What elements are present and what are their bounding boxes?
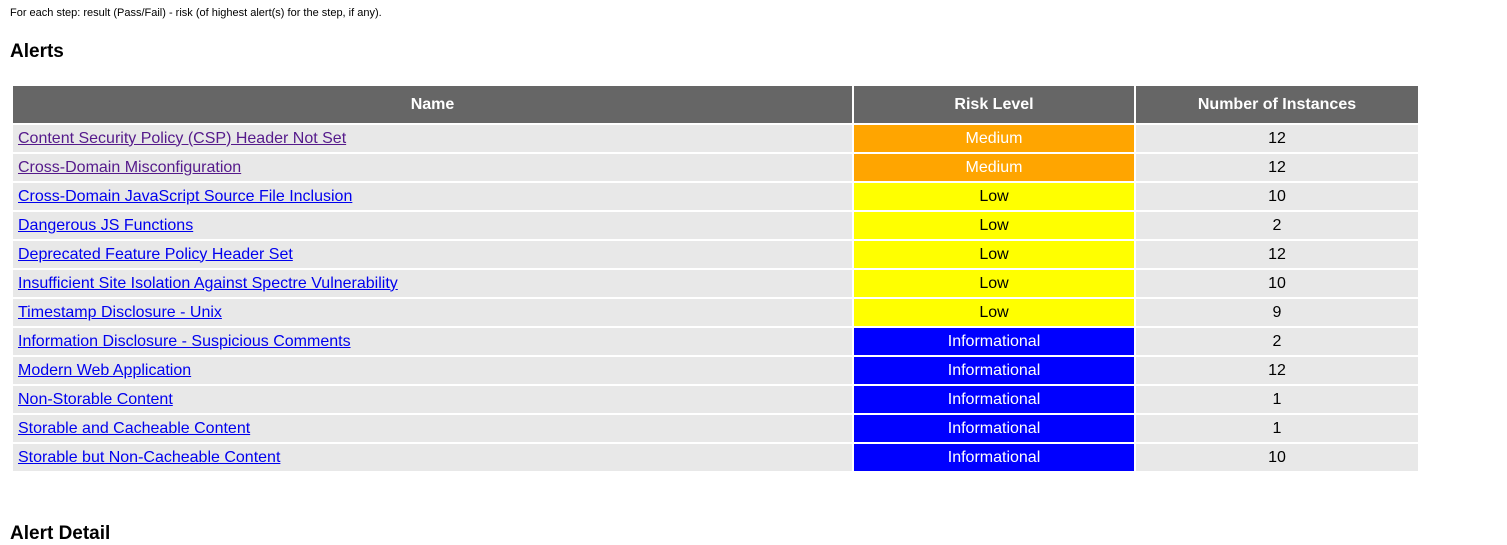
alert-name-link[interactable]: Insufficient Site Isolation Against Spec… [18,274,398,292]
alert-row: Timestamp Disclosure - Unix Low 9 [13,299,1418,326]
risk-level-cell: Low [854,299,1134,326]
alert-name-link[interactable]: Cross-Domain JavaScript Source File Incl… [18,187,353,205]
alert-name-cell: Deprecated Feature Policy Header Set [13,241,852,268]
alerts-table-body: Content Security Policy (CSP) Header Not… [13,125,1418,471]
alert-name-link[interactable]: Storable and Cacheable Content [18,419,251,437]
alert-row: Information Disclosure - Suspicious Comm… [13,328,1418,355]
risk-level-cell: Low [854,270,1134,297]
risk-level-cell: Medium [854,154,1134,181]
alert-name-link[interactable]: Timestamp Disclosure - Unix [18,303,222,321]
alert-row: Non-Storable Content Informational 1 [13,386,1418,413]
alert-name-link[interactable]: Information Disclosure - Suspicious Comm… [18,332,351,350]
alert-name-cell: Timestamp Disclosure - Unix [13,299,852,326]
alert-name-link[interactable]: Dangerous JS Functions [18,216,194,234]
instance-count-cell: 10 [1136,270,1418,297]
instance-count-cell: 9 [1136,299,1418,326]
alert-name-cell: Storable but Non-Cacheable Content [13,444,852,471]
alert-name-cell: Dangerous JS Functions [13,212,852,239]
alert-row: Storable and Cacheable Content Informatio… [13,415,1418,442]
alert-row: Modern Web Application Informational 12 [13,357,1418,384]
alert-detail-heading: Alert Detail [10,523,111,544]
alert-name-link[interactable]: Cross-Domain Misconfiguration [18,158,242,176]
alert-row: Cross-Domain Misconfiguration Medium 12 [13,154,1418,181]
alert-name-cell: Modern Web Application [13,357,852,384]
alert-name-cell: Cross-Domain JavaScript Source File Incl… [13,183,852,210]
name-column-header: Name [13,86,852,123]
instance-count-cell: 12 [1136,125,1418,152]
instance-count-cell: 1 [1136,415,1418,442]
alert-name-link[interactable]: Deprecated Feature Policy Header Set [18,245,293,263]
risk-level-cell: Low [854,212,1134,239]
alert-name-cell: Information Disclosure - Suspicious Comm… [13,328,852,355]
alerts-heading: Alerts [10,41,64,62]
instance-count-cell: 10 [1136,444,1418,471]
alert-name-link[interactable]: Non-Storable Content [18,390,173,408]
risk-level-cell: Medium [854,125,1134,152]
instance-count-cell: 12 [1136,154,1418,181]
alert-name-cell: Content Security Policy (CSP) Header Not… [13,125,852,152]
instance-count-cell: 1 [1136,386,1418,413]
instance-count-cell: 2 [1136,328,1418,355]
alert-name-cell: Storable and Cacheable Content [13,415,852,442]
alert-row: Dangerous JS Functions Low 2 [13,212,1418,239]
instance-count-cell: 10 [1136,183,1418,210]
risk-level-cell: Low [854,241,1134,268]
report-intro-text: For each step: result (Pass/Fail) - risk… [10,7,382,19]
alert-row: Cross-Domain JavaScript Source File Incl… [13,183,1418,210]
alert-name-link[interactable]: Storable but Non-Cacheable Content [18,448,281,466]
instances-column-header: Number of Instances [1136,86,1418,123]
alert-name-link[interactable]: Modern Web Application [18,361,192,379]
alert-row: Storable but Non-Cacheable Content Inform… [13,444,1418,471]
risk-level-cell: Informational [854,386,1134,413]
alert-name-cell: Non-Storable Content [13,386,852,413]
alert-row: Content Security Policy (CSP) Header Not… [13,125,1418,152]
instance-count-cell: 12 [1136,241,1418,268]
alerts-table-header-row: Name Risk Level Number of Instances [13,86,1418,123]
alert-name-link[interactable]: Content Security Policy (CSP) Header Not… [18,129,347,147]
alert-row: Deprecated Feature Policy Header Set Low 1… [13,241,1418,268]
alert-name-cell: Insufficient Site Isolation Against Spec… [13,270,852,297]
risk-level-cell: Informational [854,328,1134,355]
risk-level-cell: Informational [854,357,1134,384]
alert-name-cell: Cross-Domain Misconfiguration [13,154,852,181]
alert-row: Insufficient Site Isolation Against Spec… [13,270,1418,297]
instance-count-cell: 2 [1136,212,1418,239]
risk-level-cell: Informational [854,415,1134,442]
risk-level-cell: Informational [854,444,1134,471]
alerts-table: Name Risk Level Number of Instances Cont… [11,84,1420,473]
risk-level-cell: Low [854,183,1134,210]
instance-count-cell: 12 [1136,357,1418,384]
risk-level-column-header: Risk Level [854,86,1134,123]
